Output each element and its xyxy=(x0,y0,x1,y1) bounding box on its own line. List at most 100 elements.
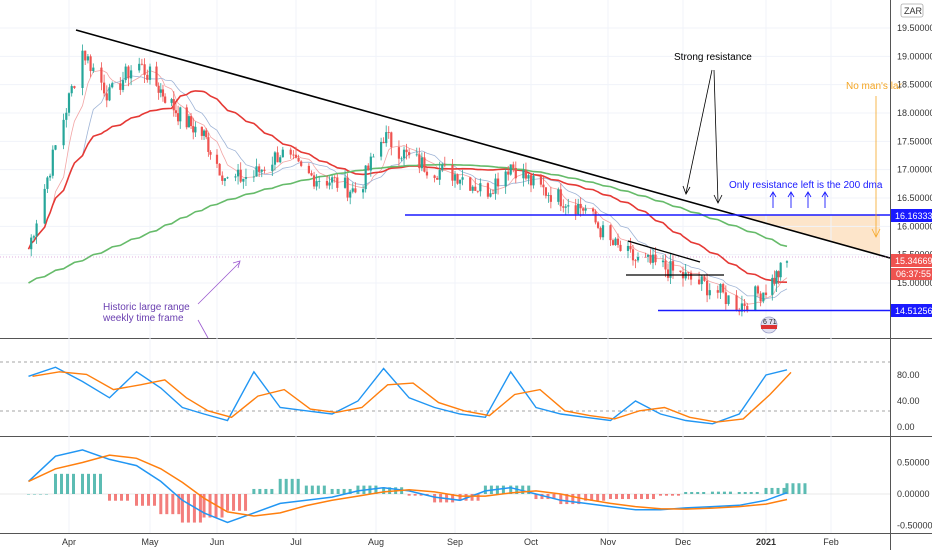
candle-body xyxy=(671,261,675,271)
candle-body xyxy=(779,262,782,278)
candle-body xyxy=(577,203,580,215)
candle-body xyxy=(187,116,191,128)
candle-body xyxy=(271,164,274,171)
macd-line xyxy=(27,449,788,524)
macd-histogram-bar xyxy=(470,494,474,501)
event-flag-text: 6 71 xyxy=(763,319,777,326)
candle-body xyxy=(307,165,311,174)
macd-tick-label: -0.50000 xyxy=(897,521,932,531)
macd-histogram-bar xyxy=(165,494,169,515)
macd-histogram-bar xyxy=(186,494,190,523)
macd-histogram-bar xyxy=(728,491,732,494)
candle-body xyxy=(273,152,277,165)
candle-body xyxy=(43,188,46,224)
candle-body xyxy=(346,177,349,198)
candle-body xyxy=(354,188,357,193)
historic-arrow-up xyxy=(197,261,241,305)
candle-body xyxy=(654,254,657,263)
time-tick-label: Nov xyxy=(600,537,617,547)
macd-histogram-bar xyxy=(382,487,386,494)
time-axis: Apr May Jun Jul Aug Sep Oct Nov Dec 2021 Feb xyxy=(62,537,839,547)
macd-panel xyxy=(0,449,890,524)
macd-histogram-bar xyxy=(252,488,256,494)
candle-body xyxy=(777,271,780,278)
macd-histogram-bar xyxy=(180,494,184,523)
candle-body xyxy=(743,303,746,306)
macd-histogram-bar xyxy=(782,487,786,494)
candle-body xyxy=(86,56,89,61)
candle-body xyxy=(84,50,87,61)
candle-body xyxy=(62,119,65,146)
candle-body xyxy=(331,177,334,183)
macd-histogram-bar xyxy=(677,494,680,496)
candle-body xyxy=(174,110,178,114)
candle-body xyxy=(49,175,52,178)
candle-body xyxy=(189,116,193,127)
candle-body xyxy=(542,184,545,188)
macd-histogram-bar xyxy=(791,483,795,494)
candle-body xyxy=(661,260,665,263)
time-tick-label: May xyxy=(141,537,159,547)
candle-body xyxy=(611,240,615,246)
macd-histogram-bar xyxy=(621,494,624,500)
macd-histogram-bar xyxy=(141,494,144,506)
candle-body xyxy=(687,272,690,274)
historic-arrowhead-up xyxy=(232,260,241,269)
candle-body xyxy=(697,279,701,285)
candle-body xyxy=(172,99,175,111)
candle-body xyxy=(279,157,282,163)
candle-body xyxy=(496,178,500,187)
macd-histogram-bar xyxy=(702,491,706,494)
macd-histogram-bar xyxy=(39,494,42,495)
candle-body xyxy=(529,175,533,186)
candle-body xyxy=(349,191,352,198)
candle-body xyxy=(504,171,507,187)
macd-histogram-bar xyxy=(153,494,156,506)
candle-body xyxy=(209,151,212,155)
macd-histogram-bar xyxy=(458,494,462,501)
candle-body xyxy=(402,149,406,159)
candle-body xyxy=(771,277,774,295)
candle-body xyxy=(626,245,630,251)
strong-resistance-arrow-1 xyxy=(685,69,713,194)
resistance-tag-box xyxy=(891,209,932,222)
grid-lines xyxy=(0,0,890,533)
macd-histogram-bar xyxy=(336,488,340,494)
channel-top-line xyxy=(627,240,701,263)
candle-body xyxy=(155,66,158,86)
candle-body xyxy=(35,223,38,237)
candle-body xyxy=(559,189,562,207)
candle-body xyxy=(281,149,284,158)
candle-body xyxy=(420,157,423,169)
stoch-d-line xyxy=(32,371,792,423)
macd-histogram-bar xyxy=(684,491,688,494)
candle-body xyxy=(312,175,316,187)
candle-body xyxy=(382,141,385,144)
event-flag-badge[interactable]: 6 71 xyxy=(760,316,778,334)
ma200-line xyxy=(28,163,788,284)
candle-body xyxy=(507,171,510,175)
candle-body xyxy=(775,271,778,284)
candle-body xyxy=(258,166,261,172)
macd-histogram-bar xyxy=(590,494,594,501)
candle-body xyxy=(582,208,585,211)
downtrend-line xyxy=(75,29,891,259)
time-tick-label: 2021 xyxy=(756,537,776,547)
macd-histogram-bar xyxy=(54,473,57,494)
candle-body xyxy=(436,177,439,180)
macd-histogram-bar xyxy=(159,494,163,515)
candle-body xyxy=(54,145,57,150)
candle-body xyxy=(239,169,242,182)
price-tick-label: 18.50000 xyxy=(897,80,932,90)
symbol-badge-box[interactable] xyxy=(900,3,924,18)
candle-body xyxy=(46,177,49,189)
price-tick-label: 15.00000 xyxy=(897,278,932,288)
support-tag: 14.51256 xyxy=(895,306,932,316)
macd-histogram-bar xyxy=(316,485,320,494)
candle-body xyxy=(138,63,141,71)
candle-body xyxy=(234,176,237,178)
macd-histogram-bar xyxy=(330,488,334,494)
symbol-badge: ZAR xyxy=(904,6,923,16)
candle-body xyxy=(562,206,565,208)
